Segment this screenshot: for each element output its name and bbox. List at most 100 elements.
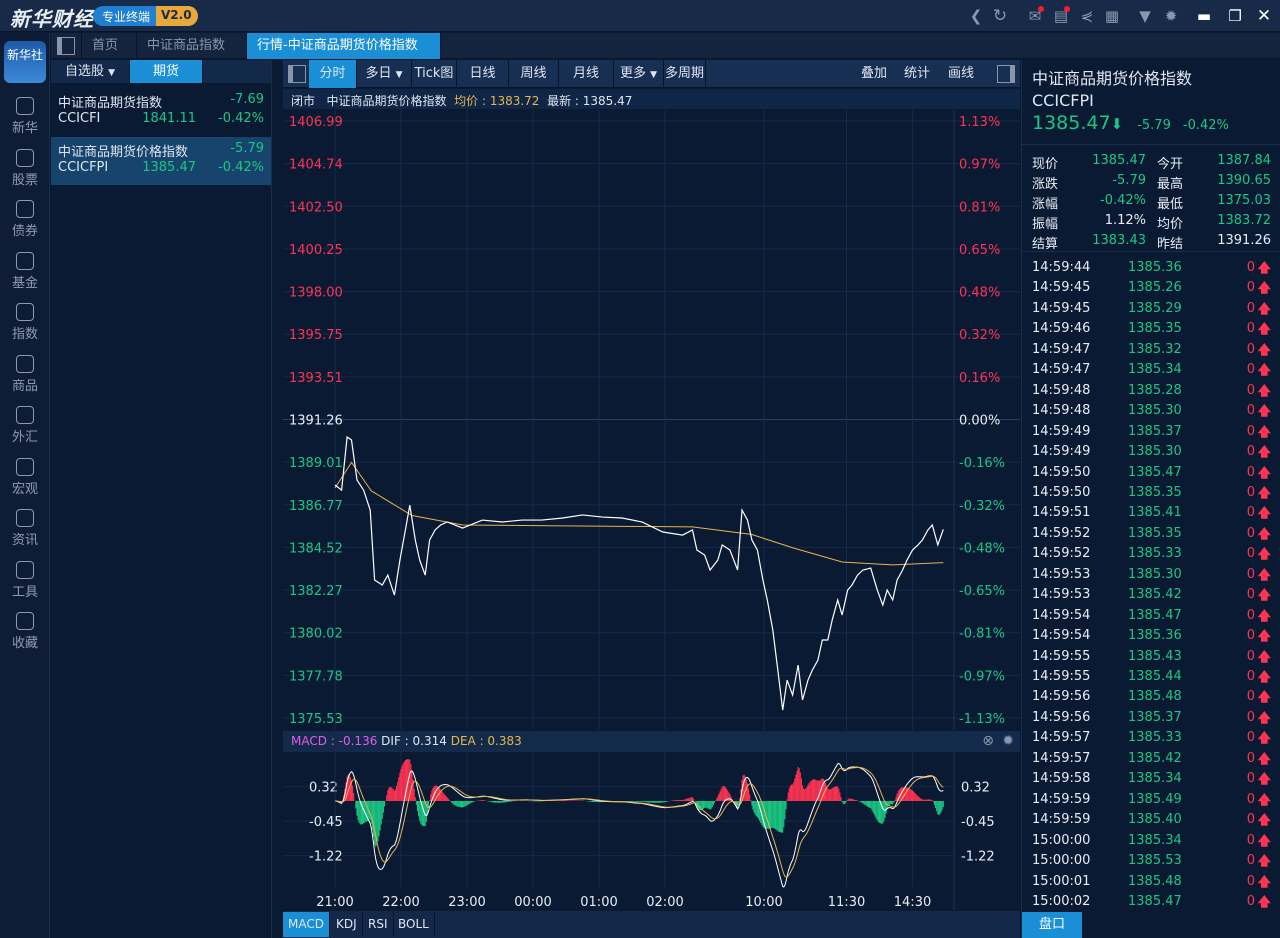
restore-icon[interactable]: ❐ — [1228, 7, 1242, 25]
order-book-tab[interactable]: 盘口 — [1022, 912, 1082, 938]
sidebar-item-fund[interactable]: 基金 — [0, 246, 50, 296]
sidebar-item-favorites[interactable]: 收藏 — [0, 606, 50, 656]
indicator-tab-boll[interactable]: BOLL — [393, 912, 435, 937]
tick-row: 14:59:49 1385.30 0 🡅 — [1022, 442, 1280, 462]
overlay-button[interactable]: 叠加 — [860, 66, 887, 81]
tick-time: 14:59:50 — [1032, 484, 1091, 500]
stat-value: 1385.47 — [1092, 153, 1146, 168]
draw-button[interactable]: 画线 — [947, 66, 974, 81]
tick-price: 1385.37 — [1128, 423, 1182, 439]
back-icon[interactable]: ❮ — [969, 7, 983, 25]
tick-volume: 0 — [1246, 260, 1255, 275]
arrow-up-icon: 🡅 — [1257, 854, 1271, 870]
stats-button[interactable]: 统计 — [903, 66, 930, 81]
watchlist-tab-futures[interactable]: 期货 — [130, 60, 202, 83]
item-pct: -0.42% — [218, 111, 264, 126]
sidebar-item-stock[interactable]: 股票 — [0, 143, 50, 193]
tick-price: 1385.30 — [1128, 403, 1182, 419]
arrow-up-icon: 🡅 — [1257, 792, 1271, 808]
period-intraday[interactable]: 分时 — [309, 60, 357, 88]
tick-volume: 0 — [1246, 709, 1255, 725]
sidebar-item-commodity[interactable]: 商品 — [0, 349, 50, 399]
mail-icon[interactable]: ✉ — [1025, 6, 1045, 26]
tick-time: 14:59:48 — [1032, 403, 1091, 419]
sidebar-item-forex[interactable]: 外汇 — [0, 400, 50, 450]
sidebar-item-xinhua[interactable]: 新华 — [0, 91, 50, 141]
tick-row: 14:59:53 1385.42 0 🡅 — [1022, 585, 1280, 605]
period-more[interactable]: 更多 ▼ — [614, 60, 664, 88]
tick-time: 14:59:52 — [1032, 546, 1091, 562]
tick-price: 1385.33 — [1128, 546, 1182, 562]
panel-toggle-icon[interactable] — [997, 65, 1015, 83]
stat-label: 昨结 — [1157, 237, 1184, 252]
pct-tick-label: -0.65% — [959, 584, 1005, 599]
close-indicator-icon[interactable]: ⊗ — [982, 733, 994, 749]
avg-value: 1383.72 — [489, 94, 540, 108]
sidebar-item-bond[interactable]: 债券 — [0, 194, 50, 244]
indicator-tab-macd[interactable]: MACD — [283, 912, 330, 937]
period-monthly[interactable]: 月线 — [559, 60, 614, 88]
refresh-icon[interactable]: ↻ — [992, 6, 1008, 26]
tab-label: 行情-中证商品期货价格指数 — [257, 38, 418, 53]
last-label: 最新 : — [547, 94, 583, 108]
tab-ccic-index[interactable]: 中证商品指数 — [137, 33, 247, 59]
sidebar-item-macro[interactable]: 宏观 — [0, 452, 50, 502]
watchlist-item-selected[interactable]: 中证商品期货价格指数 -5.79 CCICFPI 1385.47 -0.42% — [51, 137, 271, 185]
watchlist-item[interactable]: 中证商品期货指数 -7.69 CCICFI 1841.11 -0.42% — [51, 88, 271, 136]
tick-time: 14:59:47 — [1032, 341, 1091, 357]
close-icon[interactable]: ✕ — [1256, 6, 1272, 26]
tick-volume: 0 — [1246, 628, 1255, 644]
stat-label: 最低 — [1157, 197, 1184, 212]
macd-tick-label: -1.22 — [309, 850, 343, 865]
tick-row: 14:59:56 1385.48 0 🡅 — [1022, 687, 1280, 707]
arrow-up-icon: 🡅 — [1257, 690, 1271, 706]
share-icon[interactable]: ⋞ — [1080, 7, 1094, 25]
sidebar-item-label: 工具 — [11, 584, 38, 600]
tick-row: 14:59:48 1385.30 0 🡅 — [1022, 401, 1280, 421]
tick-row: 14:59:52 1385.33 0 🡅 — [1022, 544, 1280, 564]
period-multiday[interactable]: 多日 ▼ — [357, 60, 412, 88]
period-multi[interactable]: 多周期 — [664, 60, 706, 88]
tab-home[interactable]: 首页 — [81, 33, 137, 59]
skin-icon[interactable]: ▼ — [1139, 7, 1151, 25]
tick-volume: 0 — [1246, 341, 1255, 357]
settings-icon[interactable]: ✹ — [1164, 7, 1178, 25]
item-price: 1385.47 — [142, 160, 196, 175]
notes-icon[interactable]: ▦ — [1104, 7, 1120, 25]
tick-time: 14:59:49 — [1032, 444, 1091, 460]
panel-toggle-icon[interactable] — [57, 37, 75, 55]
indicator-settings-icon[interactable]: ✹ — [1002, 733, 1014, 749]
arrow-up-icon: 🡅 — [1257, 813, 1271, 829]
intraday-price-chart[interactable]: 1406.99 1.13% 1404.74 0.97% 1402.50 0.81% 1400… — [283, 110, 1020, 730]
indicator-tab-kdj[interactable]: KDJ — [331, 912, 363, 937]
minimize-icon[interactable]: ▬ — [1196, 7, 1212, 25]
arrow-up-icon: 🡅 — [1257, 567, 1271, 583]
instrument-name: 中证商品期货价格指数 — [326, 94, 447, 108]
item-name: 中证商品期货指数 — [58, 96, 163, 111]
sidebar-item-news[interactable]: 资讯 — [0, 503, 50, 553]
tab-quote-ccicfpi[interactable]: 行情-中证商品期货价格指数 × — [247, 33, 441, 79]
tick-volume: 0 — [1246, 689, 1255, 705]
message-icon[interactable]: ▤ — [1053, 6, 1070, 25]
sidebar-item-tools[interactable]: 工具 — [0, 555, 50, 605]
tick-price: 1385.30 — [1128, 444, 1182, 460]
arrow-up-icon: 🡅 — [1257, 731, 1271, 747]
tick-price: 1385.34 — [1128, 771, 1182, 787]
arrow-up-icon: 🡅 — [1257, 445, 1271, 461]
sidebar-item-label: 指数 — [11, 327, 38, 342]
stat-value: 1375.03 — [1217, 193, 1271, 208]
period-tick[interactable]: Tick图 — [412, 60, 457, 88]
tick-volume: 0 — [1246, 812, 1255, 828]
period-weekly[interactable]: 周线 — [509, 60, 559, 88]
panel-toggle-icon[interactable] — [288, 65, 306, 83]
watchlist-tab-favorites[interactable]: 自选股 ▼ — [51, 60, 129, 83]
period-daily[interactable]: 日线 — [457, 60, 509, 88]
price-tick-label: 1375.53 — [289, 712, 343, 727]
tick-time: 14:59:51 — [1032, 505, 1091, 521]
indicator-tab-rsi[interactable]: RSI — [363, 912, 394, 937]
fund-icon — [16, 251, 34, 270]
tick-volume: 0 — [1246, 484, 1255, 500]
sidebar-item-index[interactable]: 指数 — [0, 297, 50, 347]
tick-volume: 0 — [1246, 750, 1255, 766]
tick-row: 14:59:53 1385.30 0 🡅 — [1022, 565, 1280, 585]
